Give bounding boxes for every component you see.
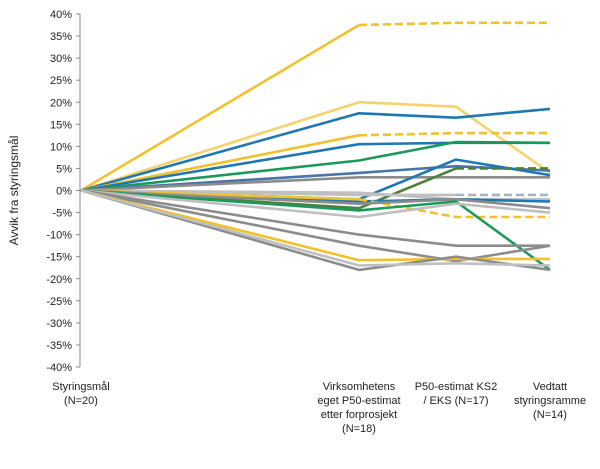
y-tick-label: 10%: [50, 141, 72, 153]
y-tick-label: -10%: [46, 230, 72, 242]
y-tick-label: 35%: [50, 31, 72, 43]
series-line-8: [80, 140, 551, 192]
series-line-25: [80, 189, 551, 263]
series-line-20: [358, 198, 550, 219]
y-tick-label: -20%: [46, 274, 72, 286]
y-tick-label: 0%: [56, 186, 72, 198]
y-tick-label: 20%: [50, 97, 72, 109]
series-line-24: [80, 189, 550, 247]
x-category-label: Vedtatt styringsramme (N=14): [514, 381, 586, 421]
x-category-label: P50-estimat KS2/ EKS (N=17): [415, 381, 498, 407]
series-line-2: [358, 21, 550, 27]
y-tick-label: 15%: [50, 119, 72, 131]
series-line-3: [80, 100, 551, 192]
series-line-21: [80, 189, 551, 210]
y-axis-label: Avvik fra styringsmål: [7, 136, 21, 246]
y-tick-label: 25%: [50, 75, 72, 87]
series-lines: [80, 21, 551, 272]
series-line-10: [80, 176, 550, 192]
x-category-label: Virksomhetens eget P50-estimat etter forpr…: [317, 381, 400, 435]
series-line-1: [80, 23, 360, 192]
y-tick-label: -15%: [46, 252, 72, 264]
y-tick-labels: -40% -35% -30% -25% -20% -15% -10% -5% 0% 5% 10% 15…: [46, 9, 72, 374]
series-line-23: [80, 189, 551, 219]
series-line-26: [80, 189, 550, 262]
y-tick-label: 40%: [50, 9, 72, 21]
y-tick-label: -30%: [46, 318, 72, 330]
y-tick-label: 5%: [56, 163, 72, 175]
y-tick-label: -25%: [46, 296, 72, 308]
y-tick-label: -40%: [46, 362, 72, 374]
series-line-28: [80, 189, 551, 267]
y-tick-label: -35%: [46, 340, 72, 352]
axes: [76, 13, 81, 368]
y-tick-label: 30%: [50, 53, 72, 65]
x-category-label: Styringsmål (N=20): [52, 381, 109, 407]
series-line-4: [80, 107, 551, 192]
series-line-6: [358, 131, 550, 137]
series-line-5: [80, 134, 360, 192]
category-labels: Styringsmål (N=20) Virksomhetens eget P50-e…: [52, 381, 586, 435]
series-line-22: [80, 189, 551, 271]
y-tick-label: -5%: [52, 208, 72, 220]
